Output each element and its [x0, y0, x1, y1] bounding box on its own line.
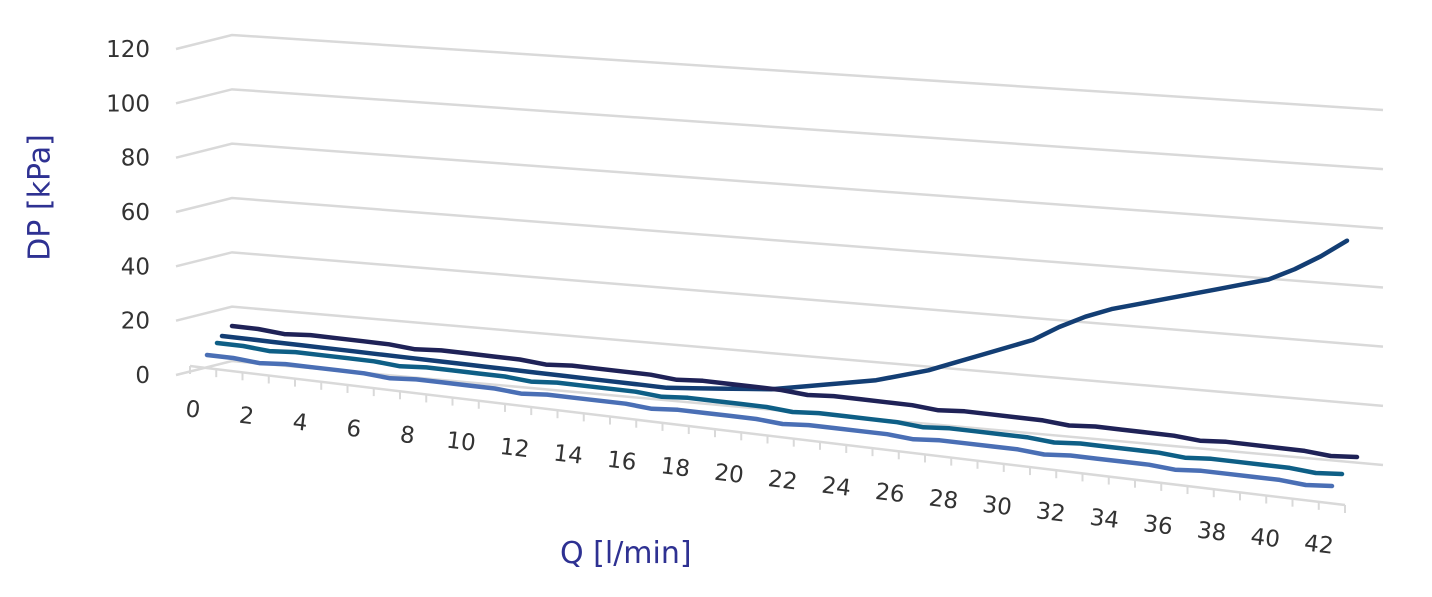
- gridline: [175, 359, 1384, 467]
- gridlines: [175, 33, 1384, 467]
- y-tick-label: 60: [121, 200, 150, 226]
- x-tick-label: 40: [1249, 524, 1281, 553]
- gridline: [175, 33, 1384, 112]
- gridline: [175, 142, 1384, 230]
- x-tick-label: 32: [1035, 498, 1067, 527]
- x-tick-label: 12: [498, 434, 530, 463]
- series-line-1: [204, 352, 1335, 489]
- x-tick-label: 22: [767, 466, 799, 495]
- series-line-2: [214, 340, 1345, 477]
- x-tick-label: 26: [874, 479, 906, 508]
- x-tick-label: 4: [291, 409, 309, 437]
- x-tick-label: 10: [445, 428, 477, 457]
- y-axis-ticks: 0 20 40 60 80 100 120: [106, 37, 150, 389]
- series-lines: [204, 238, 1360, 489]
- y-tick-label: 120: [106, 37, 150, 63]
- y-tick-label: 100: [106, 91, 150, 117]
- y-tick-label: 80: [121, 146, 150, 172]
- x-tick-label: 16: [606, 447, 638, 476]
- x-tick-label: 20: [713, 460, 745, 489]
- series-line-4: [229, 323, 1360, 460]
- gridline: [175, 196, 1384, 289]
- x-tick-label: 14: [552, 440, 584, 469]
- x-tick-label: 42: [1303, 530, 1335, 559]
- x-axis: [189, 364, 1346, 513]
- x-axis-ticks: 0 2 4 6 8 10 12 14 16 18 20 22 24 26 28 30 32 34 36 38 40 42: [184, 396, 1335, 559]
- gridline: [175, 305, 1384, 408]
- gridline: [175, 88, 1384, 171]
- y-tick-label: 40: [121, 254, 150, 280]
- gridline: [175, 251, 1384, 348]
- x-tick-label: 6: [345, 416, 363, 444]
- y-tick-label: 0: [135, 363, 150, 389]
- y-axis-label: DP [kPa]: [22, 134, 58, 261]
- x-tick-label: 8: [398, 422, 416, 450]
- x-tick-label: 28: [927, 485, 959, 514]
- x-tick-label: 24: [820, 473, 852, 502]
- series-line-3: [219, 238, 1350, 392]
- y-tick-label: 20: [121, 309, 150, 335]
- x-tick-label: 36: [1142, 511, 1174, 540]
- x-tick-label: 30: [981, 492, 1013, 521]
- x-tick-label: 0: [184, 396, 202, 424]
- x-tick-label: 2: [238, 403, 256, 431]
- x-tick-label: 34: [1088, 505, 1120, 534]
- x-axis-label: Q [l/min]: [560, 536, 692, 571]
- x-tick-label: 18: [659, 453, 691, 482]
- x-tick-label: 38: [1195, 518, 1227, 547]
